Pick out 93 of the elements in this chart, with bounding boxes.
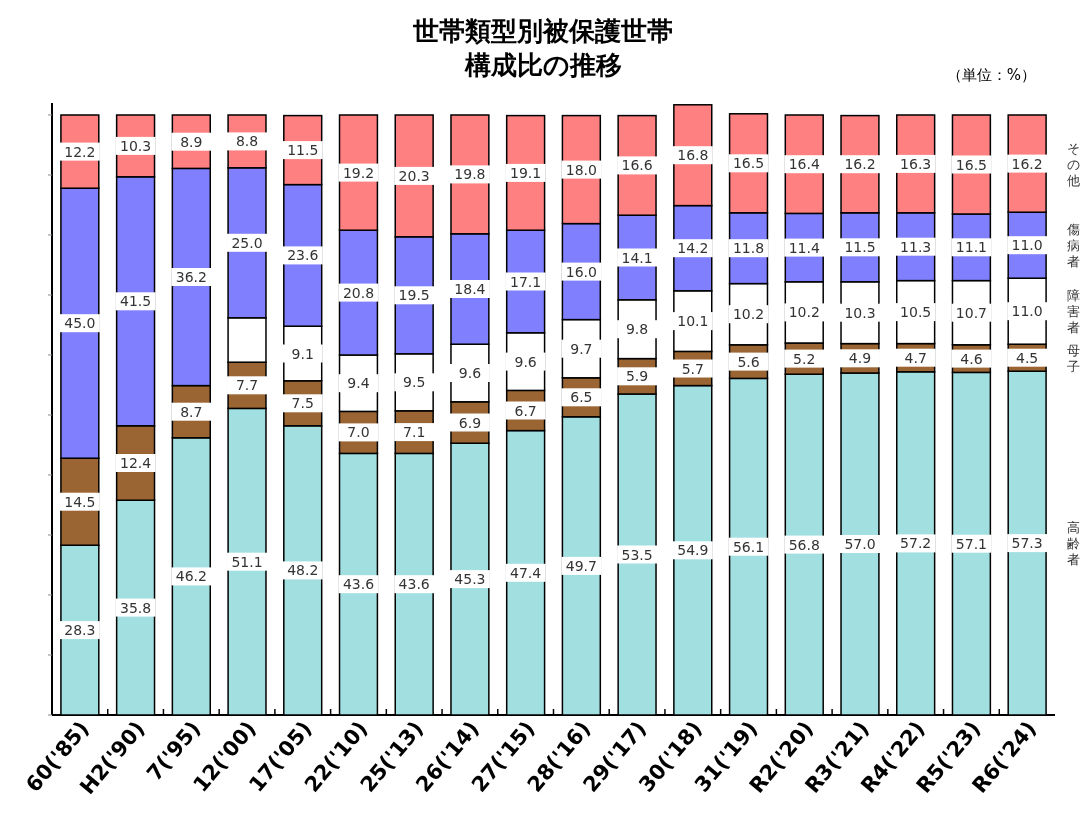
- text: その他: [1066, 140, 1080, 188]
- data-label: 4.6: [960, 350, 983, 367]
- data-label: 7.7: [235, 377, 259, 394]
- data-label: 36.2: [175, 269, 207, 285]
- data-label: 10.2: [788, 304, 820, 321]
- data-label: 16.5: [732, 155, 765, 172]
- data-label: 19.1: [510, 164, 542, 181]
- data-label: 45.3: [454, 571, 486, 588]
- data-label: 56.1: [732, 538, 765, 555]
- data-label: 5.6: [737, 353, 760, 370]
- data-label: 9.6: [458, 365, 482, 381]
- data-label: 19.5: [398, 287, 430, 304]
- data-label: 11.3: [900, 238, 932, 255]
- text: （単位：%）: [946, 66, 1036, 85]
- data-label: 18.0: [565, 161, 597, 178]
- data-label: 7.5: [291, 395, 314, 412]
- data-label: 6.5: [570, 389, 593, 406]
- data-label: 54.9: [677, 542, 709, 559]
- data-label: 35.8: [120, 599, 152, 616]
- data-label: 5.2: [793, 350, 816, 367]
- data-label: 17.1: [510, 273, 542, 290]
- data-label: 25.0: [231, 234, 263, 251]
- data-label: 20.8: [342, 284, 375, 301]
- data-label: 14.2: [677, 240, 709, 257]
- data-label: 57.0: [844, 536, 876, 552]
- data-label: 53.5: [621, 546, 653, 563]
- data-label: 16.2: [844, 156, 876, 173]
- data-label: 51.1: [231, 553, 263, 570]
- data-label: 49.7: [565, 557, 597, 574]
- data-label: 48.2: [287, 562, 319, 579]
- data-label: 16.3: [900, 155, 932, 172]
- data-label: 16.2: [1011, 155, 1043, 172]
- data-label: 10.2: [732, 306, 765, 323]
- data-label: 57.2: [900, 535, 932, 552]
- data-label: 14.5: [64, 493, 96, 510]
- data-label: 11.0: [1011, 303, 1043, 320]
- data-label: 16.5: [955, 156, 987, 173]
- data-label: 4.7: [904, 349, 927, 366]
- data-label: 56.8: [788, 536, 820, 553]
- data-label: 16.8: [677, 147, 709, 164]
- data-label: 9.6: [514, 353, 537, 370]
- data-label: 16.6: [621, 157, 653, 174]
- data-label: 8.7: [180, 403, 203, 420]
- data-label: 7.0: [347, 424, 370, 441]
- data-label: 19.2: [342, 164, 375, 181]
- data-label: 10.5: [900, 304, 932, 321]
- data-label: 14.1: [621, 249, 653, 266]
- data-label: 11.5: [844, 239, 876, 256]
- data-label: 10.7: [955, 304, 987, 321]
- text: 高齢者: [1066, 520, 1080, 568]
- data-label: 18.4: [454, 281, 486, 297]
- data-label: 9.5: [403, 374, 426, 391]
- data-label: 46.2: [175, 568, 207, 585]
- data-label: 28.3: [64, 622, 96, 639]
- data-label: 5.7: [681, 360, 704, 377]
- data-label: 9.7: [570, 340, 593, 357]
- data-label: 9.4: [347, 375, 370, 392]
- data-label: 12.4: [120, 455, 152, 471]
- data-label: 43.6: [342, 576, 375, 593]
- data-label: 57.3: [1011, 535, 1043, 552]
- text: 障害者: [1066, 288, 1080, 336]
- data-label: 11.0: [1011, 237, 1043, 254]
- data-label: 7.1: [403, 424, 426, 441]
- data-label: 47.4: [510, 564, 542, 581]
- data-label: 16.4: [788, 156, 820, 173]
- data-label: 16.0: [565, 263, 597, 280]
- title: 世帯類型別被保護世帯構成比の推移: [412, 15, 674, 82]
- data-label: 10.1: [677, 313, 709, 330]
- data-label: 20.3: [398, 167, 430, 184]
- data-label: 11.4: [788, 239, 820, 256]
- data-label: 6.9: [458, 414, 482, 431]
- data-label: 57.1: [955, 535, 987, 552]
- data-label: 10.3: [844, 304, 876, 321]
- data-label: 4.9: [848, 350, 872, 367]
- data-label: 8.9: [180, 133, 203, 150]
- data-label: 11.5: [287, 142, 319, 159]
- data-label: 4.5: [1016, 349, 1039, 366]
- data-label: 6.7: [514, 402, 537, 419]
- data-label: 12.2: [64, 143, 96, 160]
- data-label: 8.8: [235, 133, 259, 150]
- data-label: 11.8: [732, 240, 765, 257]
- data-label: 5.9: [625, 368, 649, 385]
- data-label: 9.1: [291, 345, 314, 362]
- data-label: 11.1: [955, 239, 987, 256]
- text: 傷病者: [1066, 222, 1080, 270]
- data-label: 9.8: [625, 321, 649, 338]
- data-label: 10.3: [120, 137, 152, 154]
- data-label: 23.6: [287, 247, 319, 264]
- data-label: 45.0: [64, 315, 96, 332]
- data-label: 43.6: [398, 576, 430, 593]
- data-label: 19.8: [454, 166, 486, 183]
- text: 母子: [1066, 342, 1080, 374]
- data-label: 41.5: [120, 293, 152, 310]
